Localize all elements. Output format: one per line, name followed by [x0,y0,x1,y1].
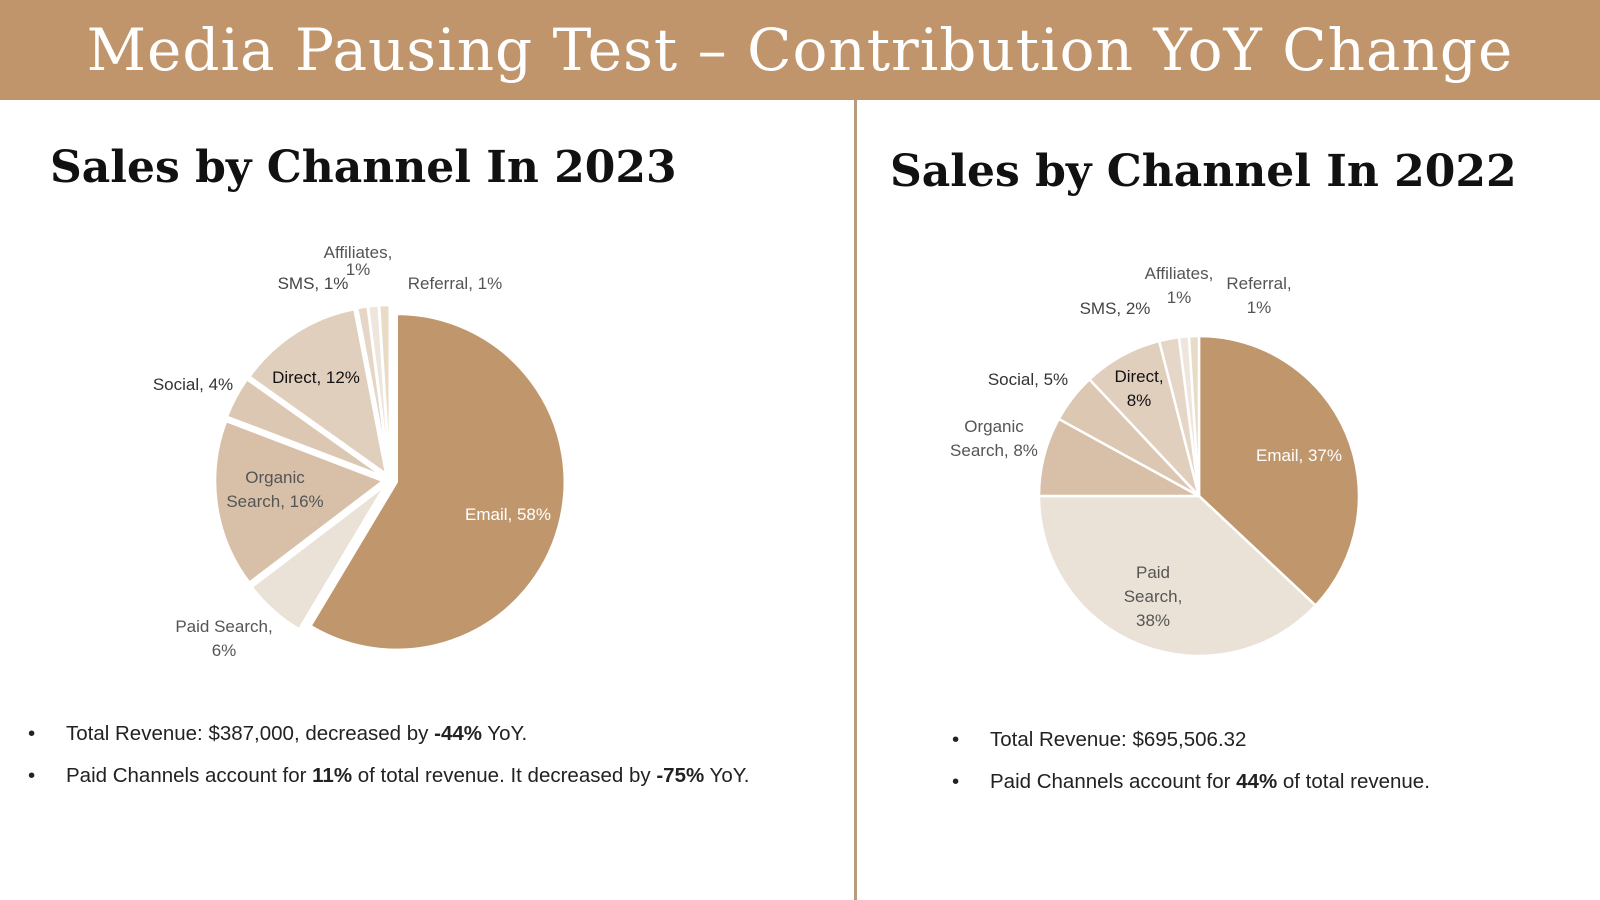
data-label-sms-2023: SMS, 1% [278,274,349,293]
pie-slice-referral-2023 [377,303,392,475]
summary-notes-2022: Total Revenue: $695,506.32 Paid Channels … [952,728,1430,812]
data-label-direct-2022: Direct, 8% [1114,367,1163,410]
data-label-email-2022: Email, 37% [1256,446,1342,465]
data-label-social-2023: Social, 4% [153,375,233,394]
slide-header: Media Pausing Test – Contribution YoY Ch… [0,0,1600,100]
summary-note-2-2022: Paid Channels account for 44% of total r… [952,770,1430,794]
data-label-affiliates-2022: Affiliates, 1% [1145,264,1214,307]
pie-slice-paid-search-2023 [250,483,387,631]
data-label-referral-2022: Referral, 1% [1226,274,1291,317]
summary-note-1-2023: Total Revenue: $387,000, decreased by -4… [28,722,749,746]
data-label-referral-2023: Referral, 1% [408,274,502,293]
pie-slice-email-2023 [309,312,566,652]
pie-chart-2023: Email, 58% Paid Search, 6% Organic Search, 1… [153,243,566,660]
data-label-sms-2022: SMS, 2% [1080,299,1151,318]
pie-slice-organic-search-2023 [213,419,385,584]
data-label-direct-2023: Direct, 12% [272,368,360,387]
chart-title-2023: Sales by Channel In 2023 [50,142,677,193]
pie-slice-referral-2022 [1187,334,1201,498]
slide-title: Media Pausing Test – Contribution YoY Ch… [86,16,1514,84]
pie-slice-social-2023 [225,377,386,478]
pie-slice-email-2022 [1197,334,1361,607]
data-label-paid-search-2023: Paid Search, 6% [175,617,272,660]
summary-note-2-2023: Paid Channels account for 11% of total r… [28,764,749,788]
data-label-social-2022: Social, 5% [988,370,1068,389]
data-label-organic-search-2022: Organic Search, 8% [950,417,1038,460]
pie-slice-paid-search-2022 [1037,494,1317,658]
pie-slice-direct-2023 [248,307,388,476]
summary-note-1-2022: Total Revenue: $695,506.32 [952,728,1430,752]
data-label-organic-search-2023: Organic Search, 16% [226,468,323,511]
chart-title-2022: Sales by Channel In 2022 [890,146,1517,197]
panel-divider [854,100,857,900]
summary-notes-2023: Total Revenue: $387,000, decreased by -4… [28,722,749,806]
data-label-affiliates-2023: Affiliates, 1% [324,243,393,279]
data-label-email-2023: Email, 58% [465,505,551,524]
data-label-paid-search-2022: Paid Search, 38% [1124,563,1183,630]
